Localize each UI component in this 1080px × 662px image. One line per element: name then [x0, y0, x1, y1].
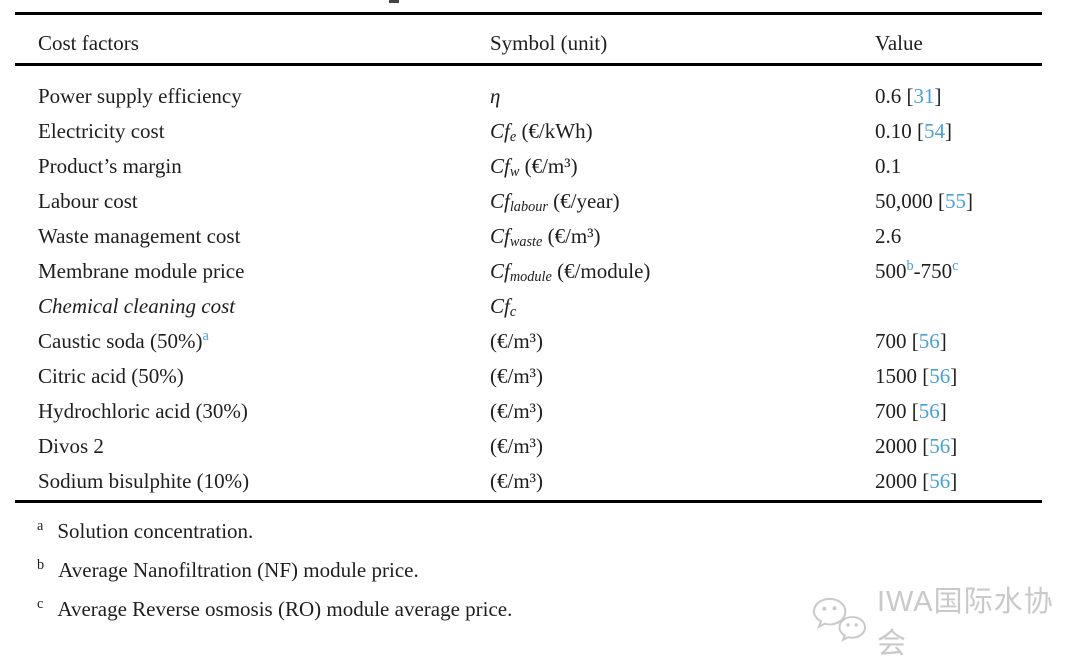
cropped-text-remnant [389, 0, 399, 3]
value-cell: 2000 [56] [875, 434, 958, 458]
table-row: Divos 2 (€/m³) 2000 [56] [15, 429, 1042, 464]
value-cell: 0.1 [875, 154, 902, 178]
value-cell: 50,000 [55] [875, 189, 973, 213]
footnote: c Average Reverse osmosis (RO) module ave… [37, 590, 512, 629]
value-cell: 0.6 [31] [875, 84, 942, 108]
factor-cell: Membrane module price [38, 259, 245, 283]
header-value: Value [875, 31, 923, 55]
table-row: Chemical cleaning cost Cfc [15, 289, 1042, 324]
footnote-text: Average Nanofiltration (NF) module price… [58, 558, 419, 582]
factor-cell: Caustic soda (50%)a [38, 328, 209, 353]
header-symbol-unit: Symbol (unit) [490, 31, 608, 55]
table-row: Hydrochloric acid (30%) (€/m³) 700 [56] [15, 394, 1042, 429]
symbol-cell: (€/m³) [490, 399, 543, 423]
value-cell: 2.6 [875, 224, 902, 248]
factor-cell: Hydrochloric acid (30%) [38, 399, 248, 423]
value-cell: 0.10 [54] [875, 119, 952, 143]
table-bottom-rule [15, 500, 1042, 503]
factor-cell: Citric acid (50%) [38, 364, 184, 388]
table-row: Electricity cost Cfe (€/kWh) 0.10 [54] [15, 114, 1042, 149]
value-cell: 2000 [56] [875, 469, 958, 493]
cost-factors-table: Cost factors Symbol (unit) Value Power s… [15, 12, 1042, 504]
symbol-cell: η [490, 84, 501, 108]
factor-cell: Labour cost [38, 189, 138, 213]
symbol-cell: Cfe (€/kWh) [490, 119, 593, 146]
citation-ref[interactable]: 56 [929, 469, 951, 493]
table-top-rule [15, 12, 1042, 15]
symbol-cell: Cfc [490, 294, 517, 321]
footnote-text: Average Reverse osmosis (RO) module aver… [57, 597, 513, 621]
citation-ref[interactable]: 31 [913, 84, 935, 108]
header-cost-factors: Cost factors [38, 31, 139, 55]
symbol-cell: Cfwaste (€/m³) [490, 224, 601, 251]
table-row: Membrane module price Cfmodule (€/module)… [15, 254, 1042, 289]
table-row: Caustic soda (50%)a (€/m³) 700 [56] [15, 324, 1042, 359]
table-row: Product’s margin Cfw (€/m³) 0.1 [15, 149, 1042, 184]
table-header-row: Cost factors Symbol (unit) Value [15, 25, 1042, 62]
value-cell: 700 [56] [875, 399, 947, 423]
symbol-cell: (€/m³) [490, 329, 543, 353]
symbol-cell: (€/m³) [490, 469, 543, 493]
footnote-ref[interactable]: b [906, 258, 914, 275]
value-cell: 500b-750c [875, 258, 959, 283]
footnote-text: Solution concentration. [57, 519, 254, 543]
citation-ref[interactable]: 56 [918, 329, 940, 353]
symbol-cell: Cflabour (€/year) [490, 189, 620, 216]
symbol-cell: Cfmodule (€/module) [490, 259, 651, 286]
table-row: Power supply efficiency η 0.6 [31] [15, 79, 1042, 114]
footnote-marker: c [37, 596, 44, 613]
table-row: Sodium bisulphite (10%) (€/m³) 2000 [56] [15, 464, 1042, 499]
table-row: Citric acid (50%) (€/m³) 1500 [56] [15, 359, 1042, 394]
page: Cost factors Symbol (unit) Value Power s… [15, 0, 1053, 660]
citation-ref[interactable]: 56 [929, 434, 951, 458]
table-row: Waste management cost Cfwaste (€/m³) 2.6 [15, 219, 1042, 254]
factor-cell: Waste management cost [38, 224, 241, 248]
footnotes: a Solution concentration. b Average Nanofil… [37, 512, 512, 629]
citation-ref[interactable]: 55 [945, 189, 966, 213]
footnote: b Average Nanofiltration (NF) module pric… [37, 551, 512, 590]
value-cell: 1500 [56] [875, 364, 958, 388]
footnote-ref[interactable]: a [202, 328, 209, 345]
symbol-cell: (€/m³) [490, 364, 543, 388]
watermark-label: IWA国际水协会 [876, 586, 1054, 660]
factor-cell: Electricity cost [38, 119, 165, 143]
factor-cell: Product’s margin [38, 154, 182, 178]
symbol-cell: (€/m³) [490, 434, 543, 458]
value-cell: 700 [56] [875, 329, 947, 353]
table-header-rule [15, 63, 1042, 66]
footnote-ref[interactable]: c [952, 258, 959, 275]
factor-cell: Sodium bisulphite (10%) [38, 469, 250, 493]
symbol-cell: Cfw (€/m³) [490, 154, 578, 181]
citation-ref[interactable]: 56 [929, 364, 951, 388]
citation-ref[interactable]: 54 [924, 119, 945, 143]
table-body: Power supply efficiency η 0.6 [31] Electric… [15, 79, 1042, 499]
watermark: IWA国际水协会 [810, 578, 1080, 662]
footnote-marker: a [37, 518, 44, 535]
factor-cell: Chemical cleaning cost [38, 294, 236, 318]
factor-cell: Divos 2 [38, 434, 104, 458]
citation-ref[interactable]: 56 [918, 399, 940, 423]
wechat-icon [812, 597, 866, 643]
factor-cell: Power supply efficiency [38, 84, 242, 108]
table-row: Labour cost Cflabour (€/year) 50,000 [55] [15, 184, 1042, 219]
footnote: a Solution concentration. [37, 512, 512, 551]
footnote-marker: b [37, 557, 45, 574]
